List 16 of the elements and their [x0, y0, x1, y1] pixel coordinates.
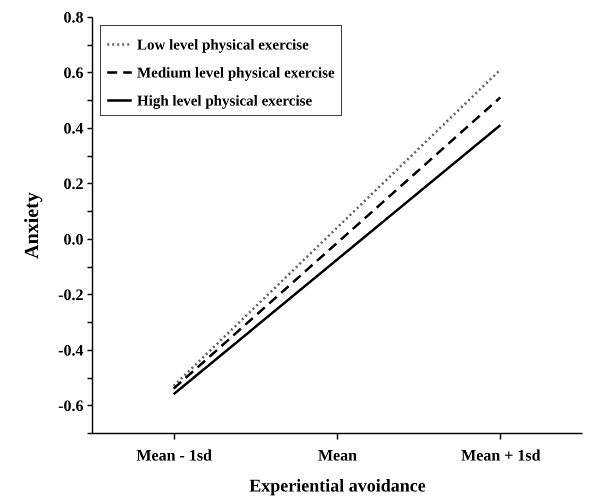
y-tick-label: 0.6 [64, 64, 84, 82]
x-tick-label: Mean - 1sd [136, 448, 212, 464]
x-tick-label: Mean + 1sd [461, 448, 541, 464]
y-tick-label: 0.4 [64, 120, 84, 138]
y-tick-label: 0.0 [64, 231, 84, 248]
y-tick-label: 0.2 [64, 176, 84, 193]
y-axis-title: Anxiety [21, 192, 44, 259]
x-axis-title: Experiential avoidance [249, 476, 426, 496]
legend-label: Low level physical exercise [137, 38, 310, 54]
legend-label: Medium level physical exercise [137, 66, 335, 82]
y-tick-label: -0.2 [58, 286, 84, 304]
legend-label: High level physical exercise [137, 94, 312, 110]
y-tick-label: -0.6 [58, 398, 84, 415]
y-tick-label: -0.4 [58, 342, 84, 360]
x-tick-label: Mean [318, 448, 358, 464]
y-tick-label: 0.8 [64, 10, 84, 26]
